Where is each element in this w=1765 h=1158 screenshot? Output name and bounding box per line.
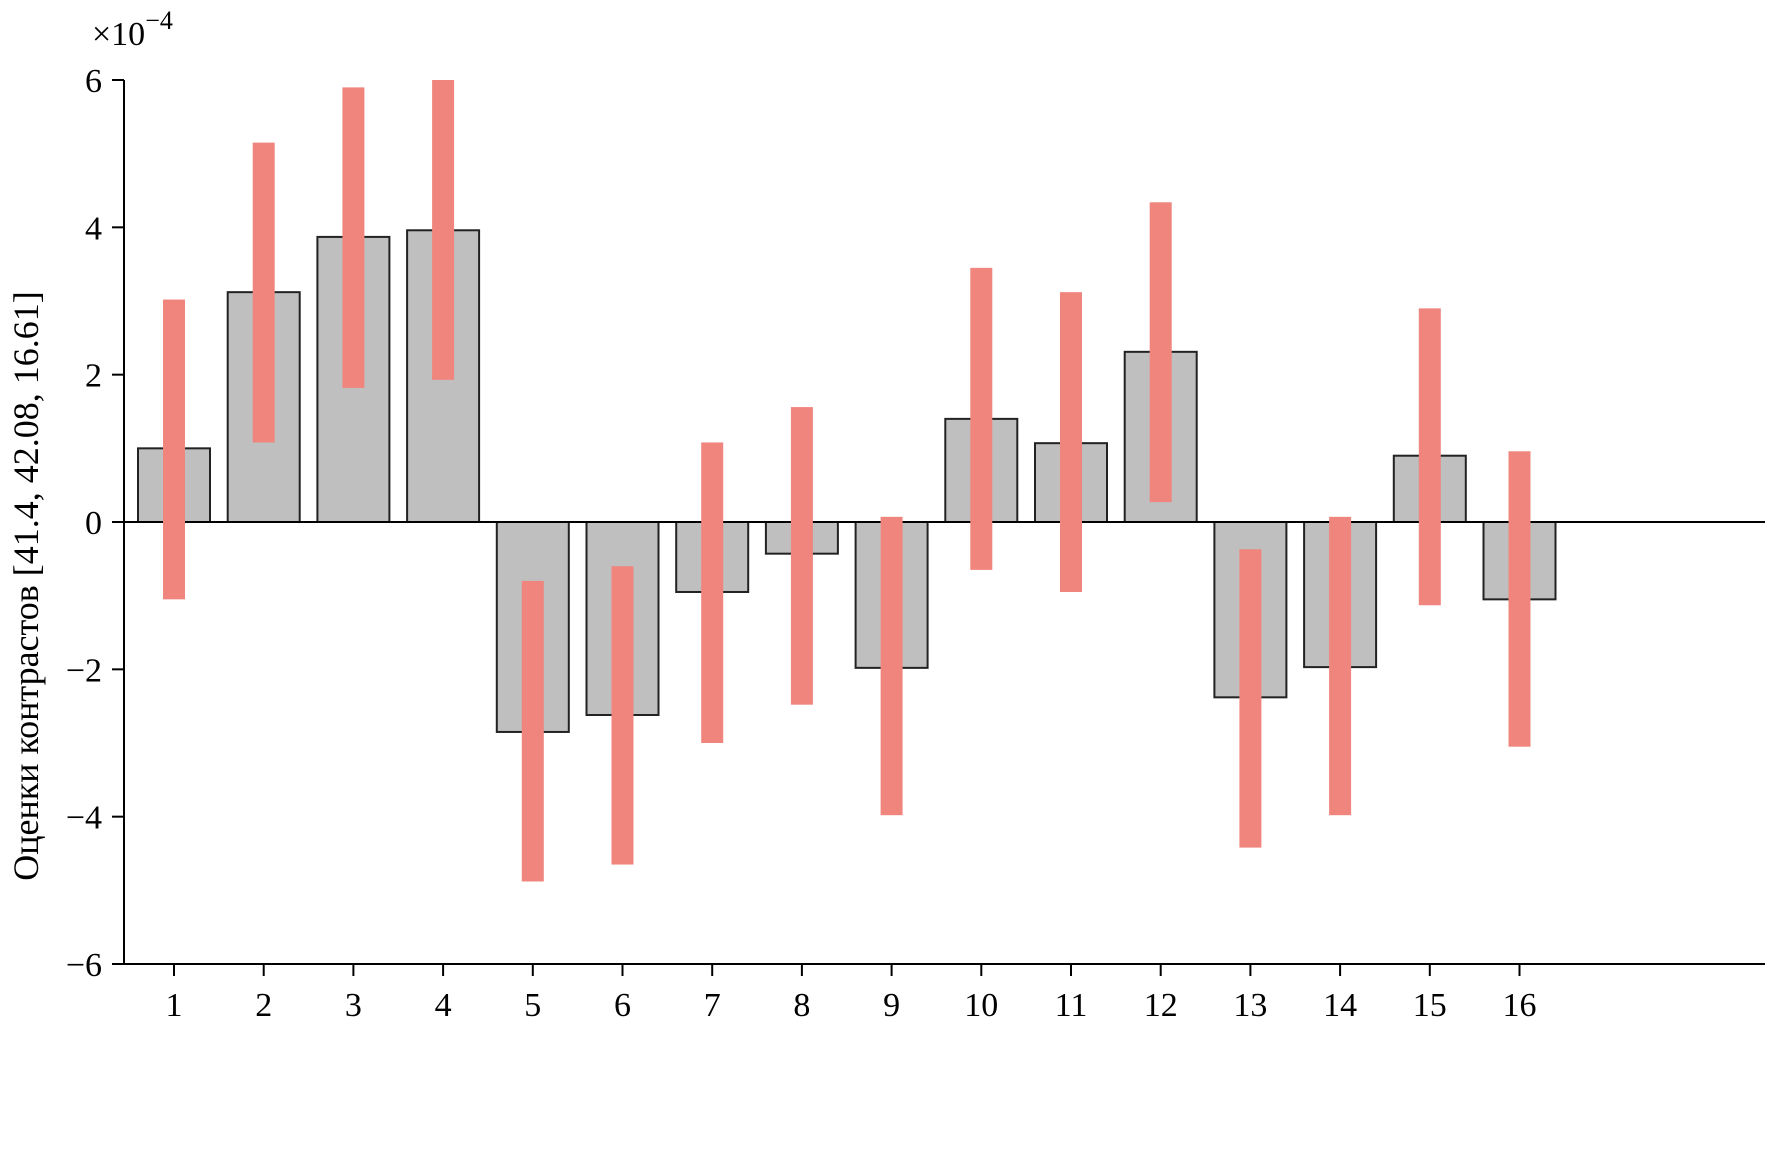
interval-1 [163,299,185,600]
interval-8 [790,407,813,705]
interval-11 [1060,292,1082,592]
interval-6 [611,566,634,865]
interval-5 [521,580,544,882]
y-tick-label-2: 2 [85,358,102,395]
x-tick-label-5: 5 [524,987,541,1024]
y-tick-label-0: 0 [85,505,102,542]
x-tick-label-7: 7 [704,987,721,1024]
x-tick-label-16: 16 [1503,987,1537,1024]
interval-12 [1149,202,1172,503]
y-tick-label--4: −4 [66,800,102,837]
x-tick-label-1: 1 [166,987,183,1024]
interval-14 [1329,516,1352,816]
x-tick-label-3: 3 [345,987,362,1024]
interval-7 [701,442,724,743]
x-tick-label-2: 2 [255,987,272,1024]
y-multiplier: ×10−4 [92,6,173,53]
y-tick-label-6: 6 [85,63,102,100]
y-tick-label--2: −2 [66,652,102,689]
labels-layer: ×10−4 Оценки контрастов [41.4, 42.08, 16… [6,6,173,881]
x-tick-label-4: 4 [435,987,452,1024]
y-multiplier-exponent: −4 [145,6,173,35]
interval-9 [880,516,903,816]
y-tick-label-4: 4 [85,210,102,247]
intervals-layer [163,80,1531,882]
interval-15 [1418,308,1441,606]
x-tick-label-12: 12 [1144,987,1178,1024]
x-tick-label-13: 13 [1233,987,1267,1024]
x-tick-label-6: 6 [614,987,631,1024]
interval-4 [432,80,455,380]
x-tick-label-10: 10 [964,987,998,1024]
x-tick-label-14: 14 [1323,987,1357,1024]
y-axis-label: Оценки контрастов [41.4, 42.08, 16.61] [6,291,46,881]
x-tick-label-11: 11 [1055,987,1088,1024]
x-tick-label-8: 8 [793,987,810,1024]
interval-10 [970,267,993,570]
interval-16 [1508,451,1531,747]
interval-3 [342,87,365,388]
interval-13 [1239,549,1262,848]
y-multiplier-base: ×10 [92,16,145,53]
y-tick-label--6: −6 [66,947,102,984]
x-tick-label-9: 9 [883,987,900,1024]
interval-2 [252,142,275,443]
x-tick-label-15: 15 [1413,987,1447,1024]
